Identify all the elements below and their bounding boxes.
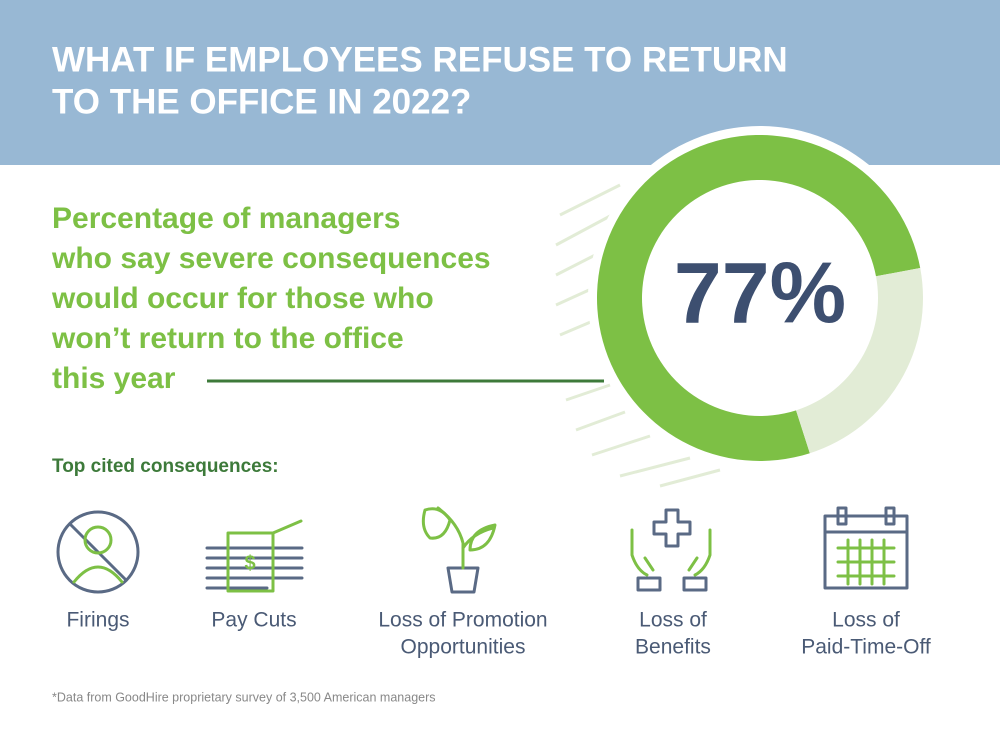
headline: Percentage of managers who say severe con… [51,202,491,395]
headline-line: Percentage of managers [52,202,400,235]
icon-benefits [630,508,712,592]
headline-line: would occur for those who [51,282,434,315]
icon-firings [56,510,140,594]
headline-line: who say severe consequences [51,242,491,275]
consequence-label: Paid-Time-Off [801,636,931,659]
consequence-label: Benefits [635,636,711,659]
section-title: Top cited consequences: [52,456,279,477]
headline-line: this year [52,362,176,395]
consequence-label: Opportunities [401,636,526,659]
consequence-labels: Firings Pay Cuts Loss of Promotion Opportun… [66,609,930,659]
consequence-label: Loss of [832,609,900,632]
donut [596,134,923,462]
icon-calendar [823,506,909,590]
consequence-label: Loss of Promotion [378,609,547,632]
consequence-label: Pay Cuts [211,609,296,632]
title: TO THE OFFICE IN 2022? [52,82,471,121]
icon-plant [421,506,497,594]
icon-pay-cuts: $ [205,519,304,593]
hatch-decoration [555,183,721,488]
donut-label: 77% [674,246,846,342]
footnote: *Data from GoodHire proprietary survey o… [52,690,436,704]
title: WHAT IF EMPLOYEES REFUSE TO RETURN [52,40,788,79]
consequence-label: Firings [66,609,129,632]
svg-text:$: $ [244,552,255,574]
donut-segment [796,268,923,454]
consequence-label: Loss of [639,609,707,632]
headline-line: won’t return to the office [51,322,404,355]
header-band [0,0,1000,165]
